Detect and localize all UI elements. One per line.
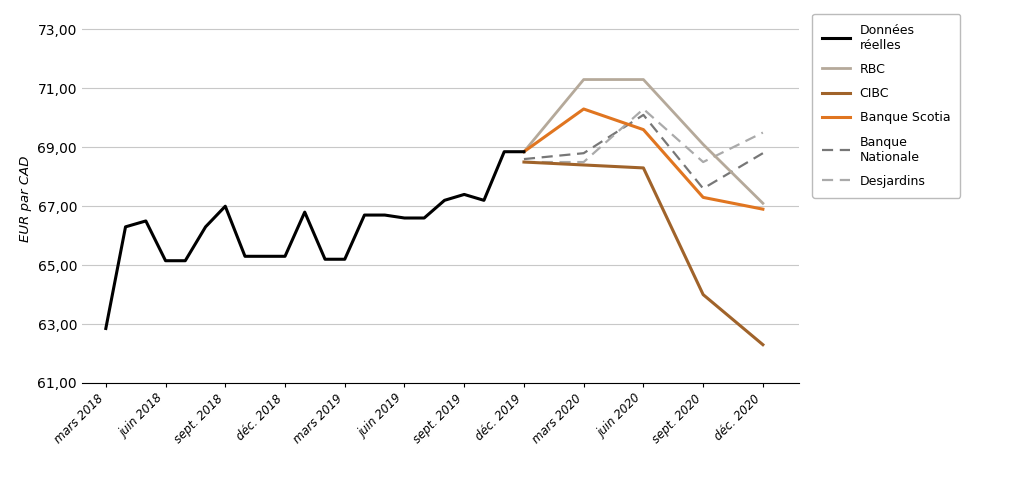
- Données
réelles: [498, 149, 510, 155]
- RBC: [578, 77, 590, 82]
- Données
réelles: [398, 215, 411, 221]
- Banque Scotia: [757, 206, 769, 212]
- Données
réelles: [179, 258, 191, 264]
- CIBC: [578, 162, 590, 168]
- Banque Scotia: [637, 127, 649, 133]
- Banque
Nationale: [697, 186, 710, 191]
- Banque
Nationale: [578, 150, 590, 156]
- Données
réelles: [418, 215, 430, 221]
- CIBC: [697, 292, 710, 298]
- Desjardins: [637, 106, 649, 112]
- Y-axis label: EUR par CAD: EUR par CAD: [18, 156, 32, 242]
- Données
réelles: [259, 253, 271, 259]
- Desjardins: [697, 159, 710, 165]
- CIBC: [637, 165, 649, 171]
- Données
réelles: [358, 212, 371, 218]
- Données
réelles: [99, 326, 112, 331]
- Line: Données
réelles: Données réelles: [105, 152, 524, 328]
- Données
réelles: [518, 149, 530, 155]
- Données
réelles: [279, 253, 291, 259]
- Données
réelles: [478, 197, 490, 203]
- Données
réelles: [458, 191, 470, 197]
- Line: Banque Scotia: Banque Scotia: [524, 109, 763, 209]
- Desjardins: [757, 130, 769, 136]
- Données
réelles: [139, 218, 152, 224]
- Line: CIBC: CIBC: [524, 162, 763, 345]
- Line: RBC: RBC: [524, 80, 763, 203]
- Données
réelles: [160, 258, 172, 264]
- RBC: [757, 200, 769, 206]
- Banque Scotia: [578, 106, 590, 112]
- Données
réelles: [318, 256, 331, 262]
- CIBC: [518, 159, 530, 165]
- Banque Scotia: [518, 149, 530, 155]
- Desjardins: [518, 159, 530, 165]
- Données
réelles: [120, 224, 132, 230]
- Line: Banque
Nationale: Banque Nationale: [524, 115, 763, 189]
- Données
réelles: [219, 203, 231, 209]
- Données
réelles: [379, 212, 391, 218]
- Données
réelles: [200, 224, 212, 230]
- Banque
Nationale: [757, 150, 769, 156]
- RBC: [637, 77, 649, 82]
- Legend: Données
réelles, RBC, CIBC, Banque Scotia, Banque
Nationale, Desjardins: Données réelles, RBC, CIBC, Banque Scoti…: [812, 14, 961, 198]
- Données
réelles: [438, 197, 451, 203]
- RBC: [518, 149, 530, 155]
- Banque Scotia: [697, 194, 710, 200]
- Banque
Nationale: [518, 156, 530, 162]
- CIBC: [757, 342, 769, 348]
- Line: Desjardins: Desjardins: [524, 109, 763, 162]
- Données
réelles: [239, 253, 251, 259]
- Desjardins: [578, 159, 590, 165]
- RBC: [697, 141, 710, 147]
- Données
réelles: [339, 256, 351, 262]
- Données
réelles: [299, 209, 311, 215]
- Banque
Nationale: [637, 112, 649, 118]
